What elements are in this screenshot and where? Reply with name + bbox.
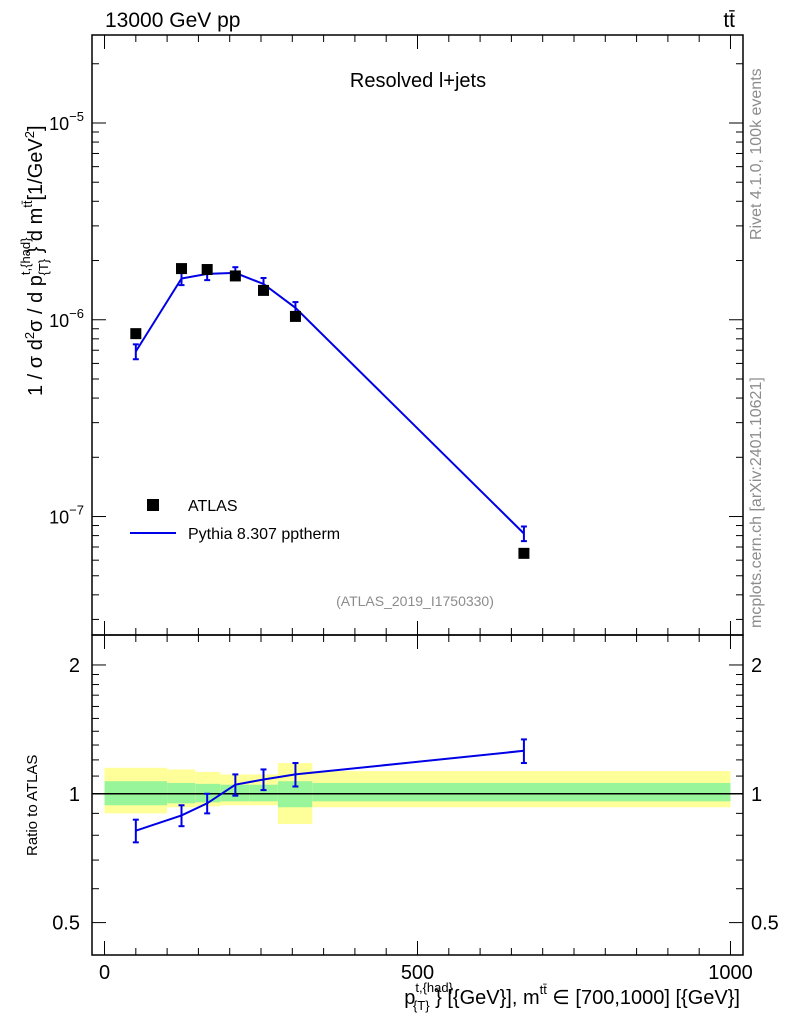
energy-label: 13000 GeV pp <box>105 9 240 32</box>
legend: ATLAS Pythia 8.307 pptherm <box>130 498 340 543</box>
x-tick-label: 500 <box>401 962 434 984</box>
ratio-data-marks <box>132 738 527 844</box>
rivet-version-label: Rivet 4.1.0, 100k events <box>748 68 765 240</box>
ratio-y-tick-label-left: 1 <box>69 784 80 806</box>
ratio-y-tick-label-right: 2 <box>751 655 762 677</box>
main-panel: 10−7 10−6 10−5 Resolved l+jets (ATLAS_2019… <box>18 34 744 636</box>
ratio-y-axis-label: Ratio to ATLAS <box>24 755 41 856</box>
atlas-data-point <box>176 263 188 275</box>
mcplots-source-label: mcplots.cern.ch [arXiv:2401.10621] <box>748 377 765 628</box>
atlas-data-point <box>258 284 270 296</box>
ratio-y-tick-label-left: 2 <box>69 655 80 677</box>
atlas-data-point <box>289 310 301 322</box>
plot-title: Resolved l+jets <box>350 70 486 92</box>
legend-atlas-label: ATLAS <box>188 498 238 515</box>
legend-pythia-label: Pythia 8.307 pptherm <box>188 526 340 543</box>
x-tick-label: 1000 <box>708 962 753 984</box>
main-y-tick-label: 10−7 <box>49 503 84 528</box>
ratio-ticks: 0.5 0.5 1 1 2 2 0 500 1000 <box>52 635 779 984</box>
ratio-y-tick-label-left: 0.5 <box>52 913 80 935</box>
x-tick-label: 0 <box>99 962 110 984</box>
main-frame <box>91 34 744 636</box>
main-y-axis-label: 1 / σ d2σ / d pt,{had} {T} } d mtt̄[1/GeV… <box>18 125 51 396</box>
x-axis-label: pt,{had} {T} } [{GeV}], mtt̄ ∈ [700,1000]… <box>404 980 740 1013</box>
ratio-band-green <box>312 782 731 802</box>
main-ticks: 10−7 10−6 10−5 <box>49 35 743 635</box>
main-y-tick-label: 10−5 <box>49 109 84 134</box>
main-y-tick-label: 10−6 <box>49 306 84 331</box>
analysis-id-label: (ATLAS_2019_I1750330) <box>336 593 494 609</box>
atlas-data-point <box>130 328 142 340</box>
legend-atlas-marker <box>147 499 159 511</box>
pythia-line <box>134 271 525 535</box>
atlas-data-point <box>518 547 530 559</box>
ratio-panel: 0.5 0.5 1 1 2 2 0 500 1000 Ratio to ATLAS <box>24 634 779 984</box>
ratio-y-tick-label-right: 1 <box>751 784 762 806</box>
ratio-y-tick-label-right: 0.5 <box>751 913 779 935</box>
process-label: tt̄ <box>723 9 735 32</box>
atlas-data-point <box>201 264 213 276</box>
atlas-data-point <box>229 270 241 282</box>
main-data-marks <box>130 263 530 559</box>
ratio-uncertainty-bands <box>92 763 743 824</box>
